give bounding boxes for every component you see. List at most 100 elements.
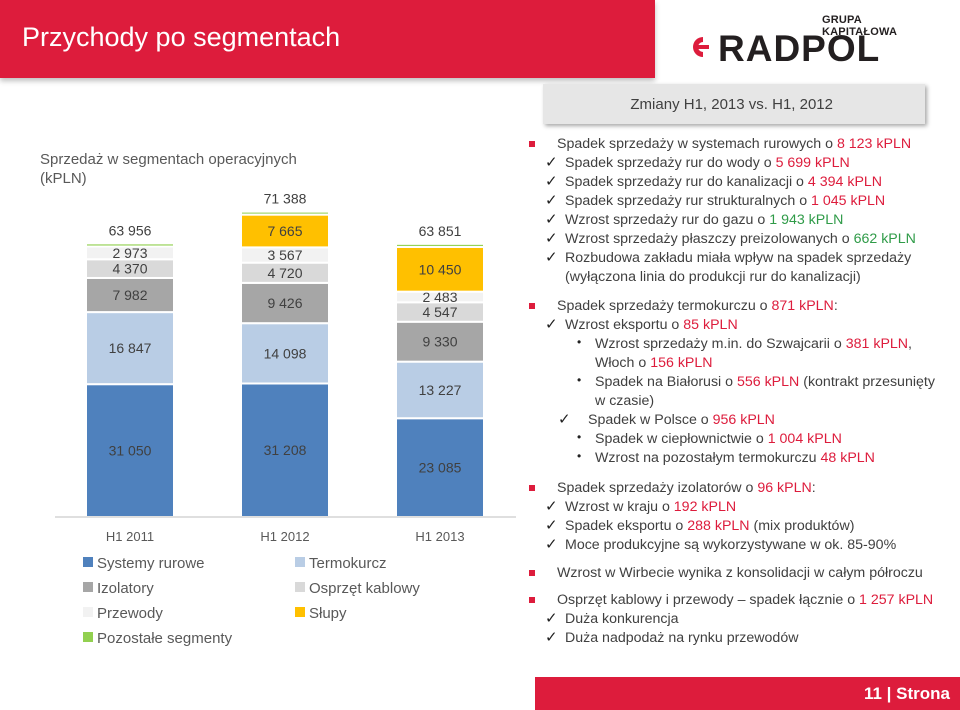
bullet-text: (wyłączona linia do produkcji rur do kan… [565,269,861,285]
dot-bullet-icon: • [577,449,582,463]
data-label: 13 227 [419,382,462,398]
bullet-text: Wzrost w Wirbecie wynika z konsolidacji … [557,565,923,581]
bullet-text: Wzrost sprzedaży rur do gazu o 1 943 kPL… [565,212,844,228]
bullet-text: Rozbudowa zakładu miała wpływ na spadek … [565,250,912,266]
legend-label: Termokurcz [309,555,387,572]
legend-label: Izolatory [97,580,154,597]
dot-bullet-icon: • [577,335,582,349]
bullet-text: Spadek w Polsce o 956 kPLN [588,412,775,428]
data-label: 9 426 [267,295,302,311]
data-label: 10 450 [419,261,462,277]
data-label: 2 483 [422,289,457,305]
total-label: 71 388 [264,191,307,207]
bullet-text: Spadek sprzedaży rur do kanalizacji o 4 … [565,174,883,190]
checkmark-icon: ✓ [545,629,558,646]
bullet-text: Włoch o 156 kPLN [595,355,713,371]
bar-segment [85,242,175,248]
category-label: H1 2012 [260,529,309,544]
bullet-text: Moce produkcyjne są wykorzystywane w ok.… [565,537,897,553]
bullet-text: Spadek sprzedaży izolatorów o 96 kPLN: [557,480,816,496]
data-label: 16 847 [109,340,152,356]
bullet-text: Spadek eksportu o 288 kPLN (mix produktó… [565,518,855,534]
data-label: 4 370 [112,261,147,277]
bullet-text: Spadek sprzedaży w systemach rurowych o … [557,136,912,152]
chart-subtitle: Sprzedaż w segmentach operacyjnych (kPLN… [40,151,297,187]
total-label: 63 851 [419,223,462,239]
bullet-text: Wzrost na pozostałym termokurczu 48 kPLN [595,450,875,466]
square-bullet-icon [529,485,535,491]
bar-segment [240,382,330,519]
dot-bullet-icon: • [577,373,582,387]
bar-segment [395,417,485,518]
page-number: 11 | Strona [863,684,950,703]
data-label: 9 330 [422,334,457,350]
legend-swatch [83,607,93,617]
changes-box: Zmiany H1, 2013 vs. H1, 2012 [543,84,925,124]
checkmark-icon: ✓ [545,173,558,190]
bullet-text: Wzrost sprzedaży m.in. do Szwajcarii o 3… [595,336,912,352]
legend-swatch [83,632,93,642]
checkmark-icon: ✓ [545,610,558,627]
legend-swatch [83,582,93,592]
data-label: 31 050 [109,443,152,459]
legend-label: Pozostałe segmenty [97,630,233,647]
footer-bar: 11 | Strona [535,677,960,710]
checkmark-icon: ✓ [545,230,558,247]
bullet-text: Spadek sprzedaży termokurczu o 871 kPLN: [557,298,838,314]
checkmark-icon: ✓ [545,498,558,515]
category-label: H1 2011 [106,529,154,544]
legend-label: Słupy [309,605,347,622]
data-label: 2 973 [112,245,147,261]
data-label: 31 208 [264,442,307,458]
bullet-text: w czasie) [595,393,655,409]
legend-swatch [295,557,305,567]
checkmark-icon: ✓ [545,316,558,333]
legend-item: Termokurcz [295,555,387,572]
bullet-text: Wzrost eksportu o 85 kPLN [565,317,738,333]
bar-segment [85,311,175,386]
bullet-text: Spadek w ciepłownictwie o 1 004 kPLN [595,431,842,447]
legend-label: Systemy rurowe [97,555,205,572]
checkmark-icon: ✓ [545,517,558,534]
bullet-text: Wzrost w kraju o 192 kPLN [565,499,737,515]
data-label: 3 567 [267,247,302,263]
checkmark-icon: ✓ [558,411,571,428]
bullet-text: Wzrost sprzedaży płaszczy preizolowanych… [565,231,916,247]
logo-name-text: RADPOL [718,28,881,69]
logo-group-text: GRUPA KAPITAŁOWA [822,14,898,38]
legend-item: Osprzęt kablowy [295,580,420,597]
legend-swatch [295,607,305,617]
bar-segment [240,210,330,216]
legend-item: Pozostałe segmenty [83,630,232,647]
legend-label: Osprzęt kablowy [309,580,420,597]
total-label: 63 956 [109,222,152,238]
data-label: 7 665 [267,223,302,239]
data-label: 4 547 [422,304,457,320]
checkmark-icon: ✓ [545,154,558,171]
data-label: 7 982 [112,287,147,303]
bullet-text: Duża nadpodaż na rynku przewodów [565,630,799,646]
checkmark-icon: ✓ [545,249,558,266]
bullet-text: Osprzęt kablowy i przewody – spadek łącz… [557,592,934,608]
bar-segment [395,245,485,293]
legend-label: Przewody [97,605,163,622]
checkmark-icon: ✓ [545,536,558,553]
square-bullet-icon [529,597,535,603]
page-title: Przychody po segmentach [22,22,341,52]
changes-label: Zmiany H1, 2013 vs. H1, 2012 [630,96,833,113]
dot-bullet-icon: • [577,430,582,444]
bullet-text: Spadek sprzedaży rur strukturalnych o 1 … [565,193,886,209]
bar-segment [395,320,485,363]
legend-item: Słupy [295,605,347,622]
header-bar: Przychody po segmentach [0,0,655,78]
checkmark-icon: ✓ [545,192,558,209]
square-bullet-icon [529,570,535,576]
data-label: 14 098 [264,345,307,361]
company-logo: GRUPA KAPITAŁOWA RADPOL [690,14,930,74]
data-label: 23 085 [419,460,462,476]
square-bullet-icon [529,141,535,147]
bar-segment [85,276,175,314]
bar-segment [240,322,330,385]
bar-segment [395,242,485,248]
